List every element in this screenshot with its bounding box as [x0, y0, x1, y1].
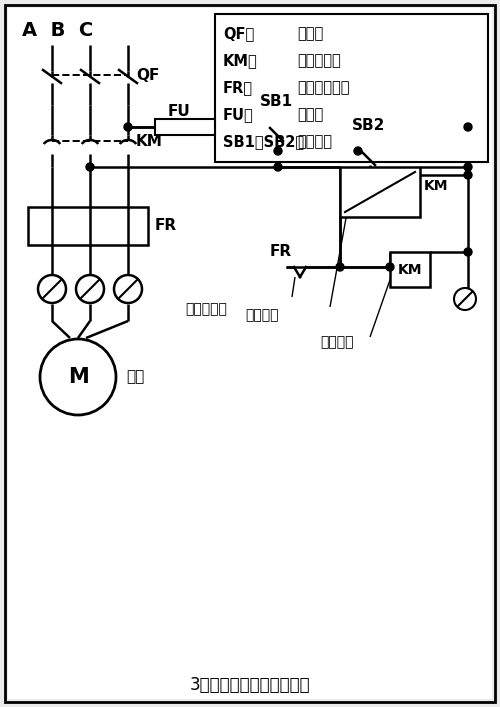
- Bar: [340, 167, 420, 217]
- Text: SB1、SB2：: SB1、SB2：: [223, 134, 304, 149]
- Text: KM: KM: [398, 262, 422, 276]
- Circle shape: [454, 288, 476, 310]
- Bar: [28, 207, 148, 245]
- Text: KM: KM: [136, 134, 163, 148]
- Circle shape: [464, 123, 472, 131]
- Circle shape: [386, 263, 394, 271]
- Bar: [390, 252, 430, 287]
- Text: 自锁触点: 自锁触点: [245, 308, 278, 322]
- Text: FU: FU: [168, 103, 191, 119]
- Text: SB1: SB1: [260, 93, 293, 108]
- Text: SB2: SB2: [352, 117, 386, 132]
- Text: 热过载继电器: 热过载继电器: [297, 81, 350, 95]
- Circle shape: [114, 275, 142, 303]
- Circle shape: [124, 123, 132, 131]
- Text: 保险丝: 保险丝: [297, 107, 323, 122]
- Text: M: M: [68, 367, 88, 387]
- Text: 3相电机启、停控制接线图: 3相电机启、停控制接线图: [190, 676, 310, 694]
- Text: 吸合线圈: 吸合线圈: [320, 335, 354, 349]
- Circle shape: [40, 339, 116, 415]
- Text: QF：: QF：: [223, 26, 254, 42]
- Circle shape: [274, 163, 282, 171]
- Circle shape: [464, 163, 472, 171]
- Circle shape: [354, 147, 362, 155]
- Text: FU：: FU：: [223, 107, 254, 122]
- Text: 交流接触器: 交流接触器: [297, 54, 341, 69]
- Text: FR: FR: [155, 218, 177, 233]
- Text: 电机: 电机: [126, 370, 144, 385]
- Bar: [155, 119, 215, 135]
- Circle shape: [336, 263, 344, 271]
- Text: A  B  C: A B C: [22, 21, 93, 40]
- Circle shape: [464, 171, 472, 179]
- Text: FR: FR: [270, 243, 292, 259]
- Text: QF: QF: [136, 67, 160, 83]
- Text: KM：: KM：: [223, 54, 258, 69]
- Circle shape: [464, 248, 472, 256]
- Text: 热过载保护: 热过载保护: [185, 302, 227, 316]
- Text: 启停按钮: 启停按钮: [297, 134, 332, 149]
- Text: KM: KM: [424, 179, 448, 193]
- Circle shape: [274, 147, 282, 155]
- Circle shape: [86, 163, 94, 171]
- Text: FR：: FR：: [223, 81, 253, 95]
- Circle shape: [76, 275, 104, 303]
- Bar: [215, 14, 488, 162]
- Circle shape: [38, 275, 66, 303]
- Text: 断路器: 断路器: [297, 26, 323, 42]
